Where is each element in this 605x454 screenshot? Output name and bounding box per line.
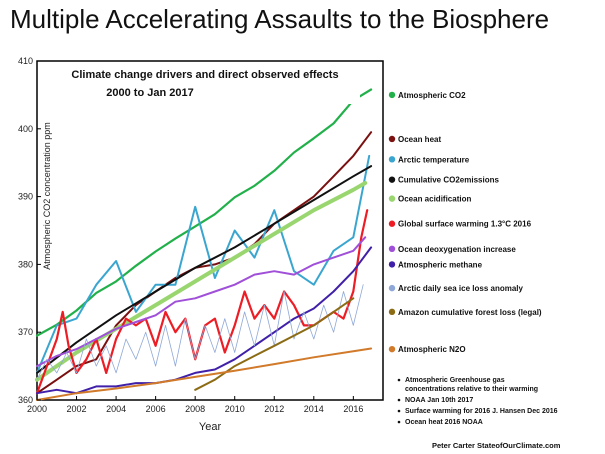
y-tick-label: 400 <box>18 124 33 134</box>
legend-label-0: Atmospheric CO2 <box>398 91 466 100</box>
page-title: Multiple Accelerating Assaults to the Bi… <box>10 4 550 34</box>
note-line-3: NOAA Jan 10th 2017 <box>405 397 473 404</box>
legend-label-2: Arctic temperature <box>398 155 470 164</box>
note-line-4: Surface warming for 2016 J. Hansen Dec 2… <box>405 408 558 415</box>
legend-label-3: Cumulative CO2emissions <box>398 176 499 185</box>
x-tick-label: 2010 <box>225 404 245 414</box>
y-axis-title: Atmospheric CO2 concentration ppm <box>42 122 52 270</box>
legend-label-1: Ocean heat <box>398 135 441 144</box>
legend-layer: Atmospheric CO2 Ocean heat Arctic temperat… <box>388 91 542 354</box>
series-layer <box>35 88 373 401</box>
x-tick-label: 2000 <box>27 404 47 414</box>
note-line-2: concentrations relative to their warming <box>405 386 538 393</box>
y-tick-label: 370 <box>18 327 33 337</box>
inner-title-box <box>50 64 360 104</box>
x-tick-label: 2006 <box>146 404 166 414</box>
series-line-1 <box>36 131 373 395</box>
series-line-6 <box>36 236 367 368</box>
x-tick-label: 2016 <box>343 404 363 414</box>
x-tick-label: 2012 <box>264 404 284 414</box>
legend-marker-8 <box>388 284 396 292</box>
y-tick-label: 390 <box>18 192 33 202</box>
legend-label-10: Atmospheric N2O <box>398 345 466 354</box>
chart-title: Climate change drivers and direct observ… <box>71 69 338 81</box>
legend-label-7: Atmospheric methane <box>398 260 483 269</box>
x-tick-label: 2004 <box>106 404 126 414</box>
legend-label-4: Ocean acidification <box>398 195 471 204</box>
note-line-1: Atmospheric Greenhouse gas <box>405 377 505 384</box>
legend-marker-7 <box>388 261 396 268</box>
series-line-7 <box>36 246 373 395</box>
series-line-10 <box>36 347 373 401</box>
legend-label-8: Arctic daily sea ice loss anomaly <box>398 284 524 293</box>
x-tick-label: 2014 <box>304 404 324 414</box>
legend-label-5: Global surface warming 1.3°C 2016 <box>398 220 532 229</box>
note-bullet <box>397 398 401 402</box>
note-bullet <box>397 420 401 424</box>
series-line-0 <box>35 88 373 337</box>
legend-label-6: Ocean deoxygenation increase <box>398 245 516 254</box>
legend-marker-4 <box>388 195 396 202</box>
series-line-8 <box>36 284 364 381</box>
legend-marker-6 <box>388 245 396 253</box>
legend-marker-3 <box>388 176 396 183</box>
note-line-5: Ocean heat 2016 NOAA <box>405 419 483 426</box>
plot-frame <box>36 60 384 401</box>
series-line-3 <box>36 165 373 374</box>
notes: Atmospheric Greenhouse gas concentration… <box>397 377 558 426</box>
series-line-9 <box>194 297 355 391</box>
legend-marker-5 <box>388 220 396 227</box>
note-bullet <box>397 409 401 413</box>
y-tick-label: 360 <box>18 395 33 405</box>
note-bullet <box>397 378 401 382</box>
chart-subtitle: 2000 to Jan 2017 <box>106 87 193 99</box>
legend-marker-9 <box>388 308 396 316</box>
y-tick-label: 380 <box>18 259 33 269</box>
legend-label-9: Amazon cumulative forest loss (legal) <box>398 308 542 317</box>
series-line-2 <box>36 154 371 374</box>
y-tick-label: 410 <box>18 56 33 66</box>
x-axis-title: Year <box>199 421 222 433</box>
x-tick-label: 2008 <box>185 404 205 414</box>
ticks-layer: 2000 2002 2004 2006 2008 2010 2012 2014 2016 360 3… <box>18 56 363 414</box>
legend-marker-10 <box>388 345 396 353</box>
legend-marker-0 <box>388 91 396 99</box>
credit: Peter Carter StateofOurClimate.com <box>432 441 561 450</box>
legend-marker-2 <box>388 156 396 163</box>
x-tick-label: 2002 <box>67 404 87 414</box>
legend-marker-1 <box>388 135 396 143</box>
